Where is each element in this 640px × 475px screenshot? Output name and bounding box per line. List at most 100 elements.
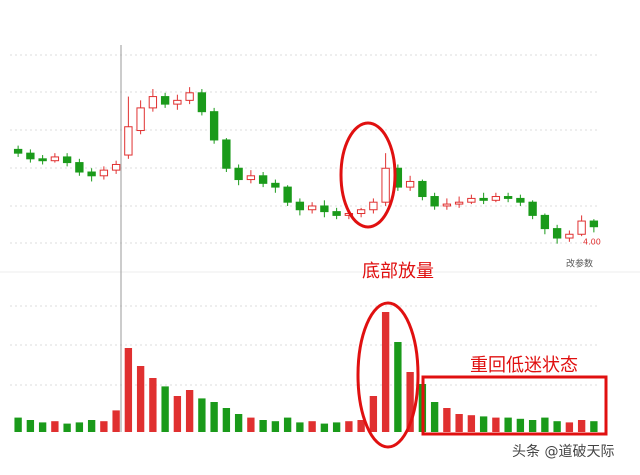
candle-body [283,186,292,203]
volume-bar [210,402,218,432]
highlight-ellipse [339,121,397,229]
candle-body [62,156,72,164]
param-label: 改参数 [566,258,593,270]
candle-body [295,201,305,211]
volume-bar [247,417,255,432]
candle-body [26,152,35,160]
candle-body [540,214,550,230]
volume-bar [467,415,476,432]
volume-bar [38,422,47,432]
candle-body [552,228,562,239]
candle-body [38,158,47,162]
candle-body [271,182,280,188]
volume-bar [320,423,329,432]
candle-body [258,175,268,184]
volume-bar [308,421,316,432]
volume-bar [406,372,414,432]
annotation: 底部放量 [362,261,434,282]
candle-body [124,126,133,156]
volume-bar [136,366,145,432]
candle-body [197,92,207,113]
watermark: 头条 @道破天际 [512,443,614,460]
candle-body [589,220,599,228]
volume-bar [394,342,402,432]
candle-body [418,180,427,198]
candle-body [99,169,109,177]
candle-body [50,156,60,162]
candle-body [87,171,96,177]
candle-body [491,196,501,201]
volume-bar [185,390,194,432]
candle-body [454,201,464,205]
highlight-box [421,375,608,436]
volume-bar [222,408,231,432]
candle-body [75,162,84,173]
volume-bar [553,421,561,432]
candle-body [516,197,525,203]
candle-body [381,167,390,203]
volume-bar [455,414,463,432]
volume-bar [590,421,598,432]
candle-body [405,180,415,188]
volume-bar [430,402,439,432]
volume-bar [283,417,292,432]
candle-body [160,96,170,105]
volume-bar [541,417,549,432]
volume-bar [173,396,182,432]
volume-bar [87,420,96,432]
volume-bar [63,423,71,432]
volume-bar [492,417,500,432]
candle-body [234,167,243,181]
volume-bar [14,417,22,432]
candle-body [185,92,194,101]
candle-body [565,233,574,239]
volume-bar [577,420,586,432]
candle-body [13,148,23,154]
candle-body [479,197,488,201]
volume-bar [271,421,280,432]
candle-body [528,201,537,216]
candle-body [148,96,158,109]
volume-bar [234,414,243,432]
candle-body [332,211,341,216]
candle-body [246,175,256,181]
volume-bar [516,418,525,432]
volume-bar [51,421,59,432]
candle-body [503,196,513,199]
candle-body [222,139,231,169]
low-label: 4.00 [583,238,601,247]
volume-bar [357,420,365,432]
volume-bar [504,417,512,432]
volume-bar [528,420,537,432]
volume-bar [26,420,35,432]
volume-bar [124,348,133,432]
candle-body [173,99,182,105]
candle-body [136,107,145,132]
volume-bar [381,312,390,432]
candle-body [111,163,121,171]
volume-bar [369,396,378,432]
volume-bar [161,386,169,432]
volume-bar [112,410,120,432]
volume-bar [75,422,84,432]
candle-body [430,196,439,207]
volume-bar [198,398,206,432]
candle-body [577,220,586,235]
volume-bar [149,378,157,432]
volume-bar [296,422,304,432]
volume-bar [443,408,451,432]
candle-body [307,205,317,211]
candle-body [467,197,476,203]
volume-bar [565,422,574,432]
volume-bar [332,422,341,432]
candle-body [320,205,329,213]
candle-body [442,203,452,207]
highlight-ellipse [356,301,420,449]
candle-body [209,111,219,141]
candle-body [369,201,378,211]
annotation: 重回低迷状态 [470,355,578,376]
volume-bar [479,416,488,432]
volume-bar [345,421,353,432]
